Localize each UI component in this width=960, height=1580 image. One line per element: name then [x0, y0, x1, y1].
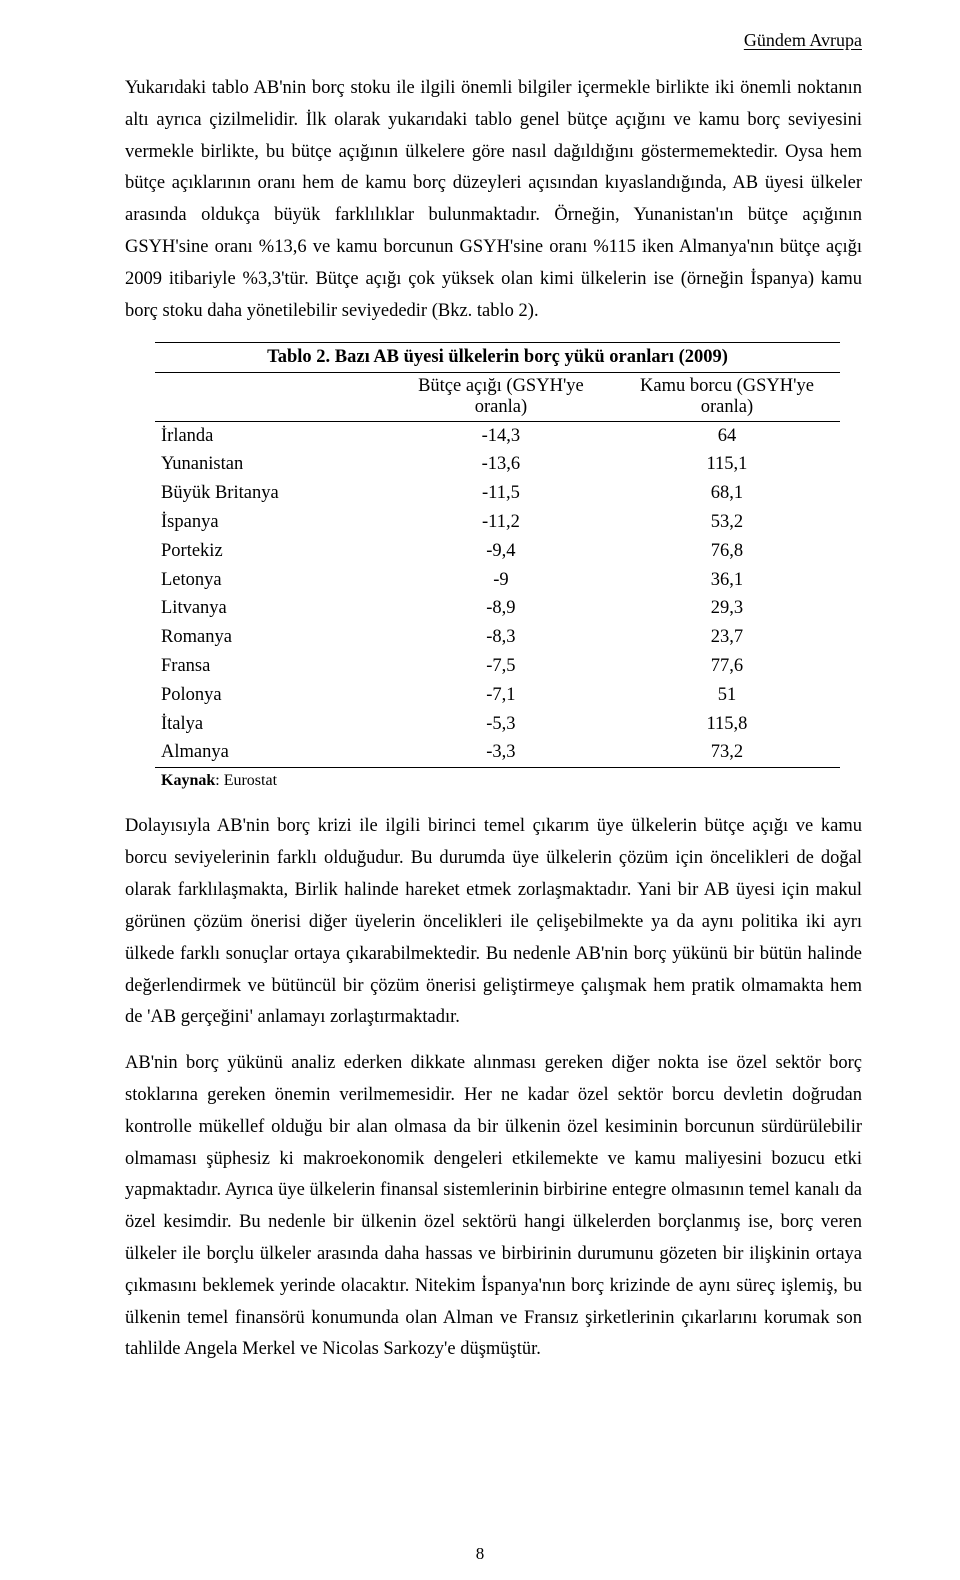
table-row: Letonya-936,1: [155, 566, 840, 595]
cell-debt: 76,8: [614, 537, 840, 566]
cell-country: Litvanya: [155, 594, 388, 623]
table-row: Fransa-7,577,6: [155, 652, 840, 681]
table-row: Yunanistan-13,6115,1: [155, 450, 840, 479]
table-row: Büyük Britanya-11,568,1: [155, 479, 840, 508]
cell-country: Portekiz: [155, 537, 388, 566]
cell-country: Yunanistan: [155, 450, 388, 479]
cell-debt: 64: [614, 421, 840, 450]
cell-deficit: -11,2: [388, 508, 614, 537]
cell-country: Romanya: [155, 623, 388, 652]
running-head: Gündem Avrupa: [125, 30, 862, 51]
cell-debt: 115,8: [614, 710, 840, 739]
cell-debt: 73,2: [614, 738, 840, 767]
cell-deficit: -3,3: [388, 738, 614, 767]
paragraph-2: Dolayısıyla AB'nin borç krizi ile ilgili…: [125, 811, 862, 1034]
th-country: [155, 372, 388, 421]
table-2-wrap: Tablo 2. Bazı AB üyesi ülkelerin borç yü…: [155, 342, 840, 794]
table-row: Litvanya-8,929,3: [155, 594, 840, 623]
cell-debt: 68,1: [614, 479, 840, 508]
cell-country: İtalya: [155, 710, 388, 739]
cell-debt: 29,3: [614, 594, 840, 623]
cell-country: Polonya: [155, 681, 388, 710]
cell-deficit: -9,4: [388, 537, 614, 566]
table-row: Almanya-3,373,2: [155, 738, 840, 767]
cell-country: İspanya: [155, 508, 388, 537]
cell-country: Letonya: [155, 566, 388, 595]
table-source: Kaynak: Eurostat: [155, 768, 840, 794]
cell-country: Almanya: [155, 738, 388, 767]
cell-deficit: -7,1: [388, 681, 614, 710]
cell-deficit: -9: [388, 566, 614, 595]
table-caption: Tablo 2. Bazı AB üyesi ülkelerin borç yü…: [155, 342, 840, 372]
cell-debt: 23,7: [614, 623, 840, 652]
paragraph-1: Yukarıdaki tablo AB'nin borç stoku ile i…: [125, 73, 862, 328]
page-number: 8: [0, 1544, 960, 1564]
table-row: Romanya-8,323,7: [155, 623, 840, 652]
cell-deficit: -8,3: [388, 623, 614, 652]
cell-debt: 36,1: [614, 566, 840, 595]
table-row: Portekiz-9,476,8: [155, 537, 840, 566]
cell-deficit: -13,6: [388, 450, 614, 479]
cell-country: Büyük Britanya: [155, 479, 388, 508]
table-head-row: Bütçe açığı (GSYH'ye oranla) Kamu borcu …: [155, 372, 840, 421]
paragraph-3: AB'nin borç yükünü analiz ederken dikkat…: [125, 1048, 862, 1366]
cell-country: Fransa: [155, 652, 388, 681]
cell-deficit: -14,3: [388, 421, 614, 450]
table-2: Tablo 2. Bazı AB üyesi ülkelerin borç yü…: [155, 342, 840, 794]
th-debt: Kamu borcu (GSYH'ye oranla): [614, 372, 840, 421]
th-deficit: Bütçe açığı (GSYH'ye oranla): [388, 372, 614, 421]
table-row: Polonya-7,151: [155, 681, 840, 710]
page: Gündem Avrupa Yukarıdaki tablo AB'nin bo…: [0, 0, 960, 1580]
table-row: İtalya-5,3115,8: [155, 710, 840, 739]
cell-debt: 53,2: [614, 508, 840, 537]
cell-debt: 77,6: [614, 652, 840, 681]
cell-country: İrlanda: [155, 421, 388, 450]
cell-deficit: -7,5: [388, 652, 614, 681]
table-source-row: Kaynak: Eurostat: [155, 768, 840, 794]
table-body: İrlanda-14,364Yunanistan-13,6115,1Büyük …: [155, 421, 840, 793]
cell-debt: 51: [614, 681, 840, 710]
table-row: İspanya-11,253,2: [155, 508, 840, 537]
cell-deficit: -11,5: [388, 479, 614, 508]
table-row: İrlanda-14,364: [155, 421, 840, 450]
cell-deficit: -5,3: [388, 710, 614, 739]
cell-deficit: -8,9: [388, 594, 614, 623]
cell-debt: 115,1: [614, 450, 840, 479]
